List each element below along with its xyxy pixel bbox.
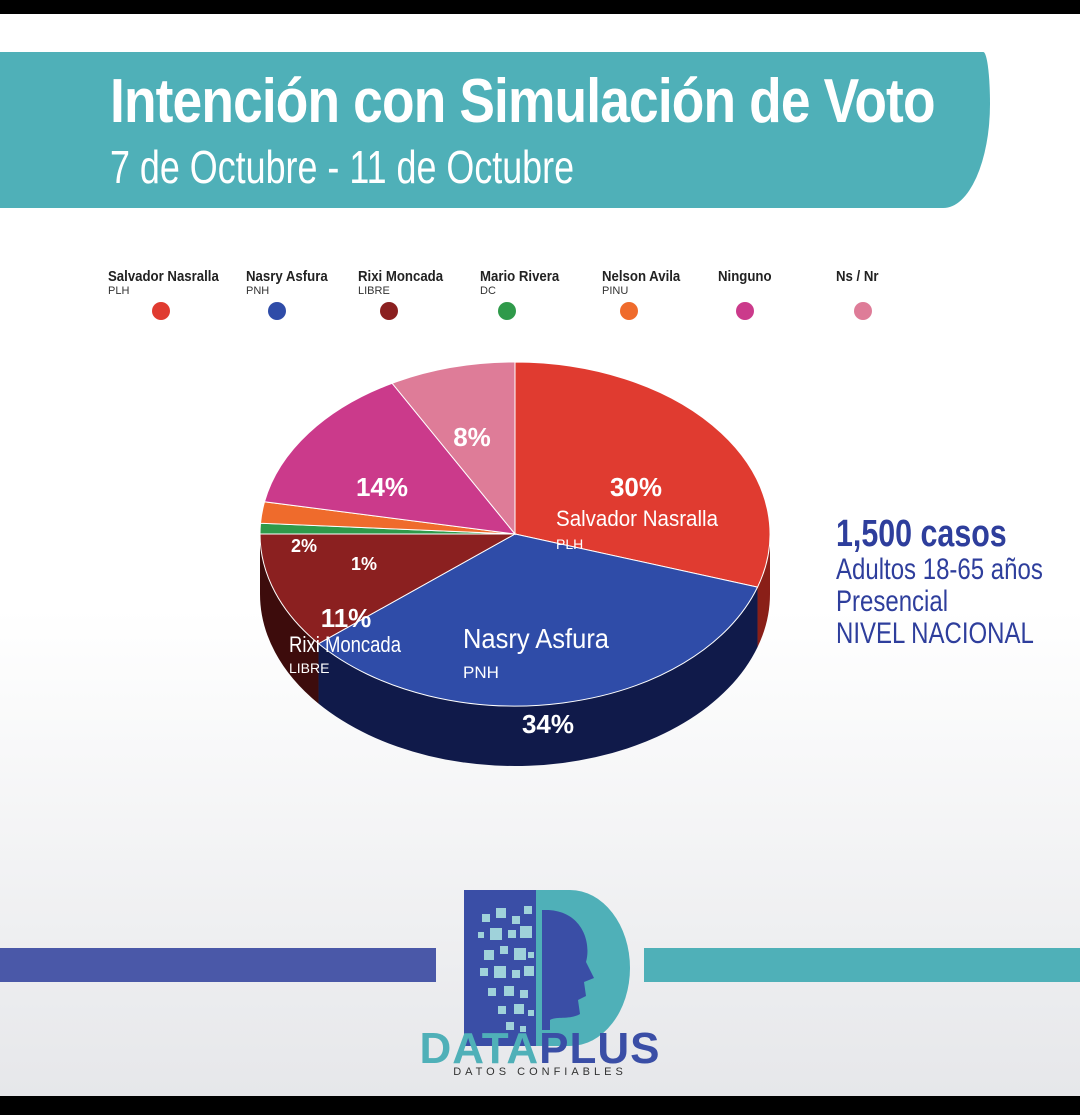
pie-inline-party: LIBRE bbox=[289, 660, 329, 676]
pie-slice-nasry-asfura bbox=[317, 533, 759, 707]
dataplus-logo bbox=[420, 870, 660, 1096]
pie-data-label: 14% bbox=[356, 472, 408, 502]
pie-data-label: 8% bbox=[453, 422, 491, 452]
legend-item: Mario Rivera DC bbox=[480, 268, 610, 320]
logo-tagline: DATOS CONFIABLES bbox=[453, 1066, 627, 1078]
pie-slice-ns-nr bbox=[391, 361, 516, 536]
pie-data-label: 2% bbox=[291, 536, 317, 556]
legend-item: Rixi Moncada LIBRE bbox=[358, 268, 488, 320]
survey-scope: NIVEL NACIONAL bbox=[836, 617, 1034, 650]
date-range: 7 de Octubre - 11 de Octubre bbox=[110, 141, 575, 193]
logo-wordmark-data: DATA bbox=[419, 1024, 540, 1073]
pie-data-label: 30% bbox=[610, 472, 662, 502]
legend-color-dot bbox=[380, 302, 398, 320]
legend-color-dot bbox=[854, 302, 872, 320]
legend-item: Ninguno bbox=[718, 268, 848, 320]
pie-slice-side bbox=[318, 587, 758, 766]
survey-method: Presencial bbox=[836, 585, 949, 618]
legend-color-dot bbox=[498, 302, 516, 320]
legend-color-dot bbox=[268, 302, 286, 320]
pie-inline-party: PNH bbox=[463, 663, 499, 682]
infographic-canvas: Intención con Simulación de Voto 7 de Oc… bbox=[0, 14, 1080, 1096]
legend-party-name: PINU bbox=[602, 285, 629, 297]
pie-inline-candidate: Rixi Moncada bbox=[289, 632, 402, 657]
legend-candidate-name: Mario Rivera bbox=[480, 268, 560, 285]
survey-info: 1,500 casos Adultos 18-65 años Presencia… bbox=[836, 514, 1080, 650]
dataplus-logo-icon bbox=[464, 890, 630, 1046]
legend-color-dot bbox=[152, 302, 170, 320]
legend-party-name: PLH bbox=[108, 285, 130, 297]
pie-data-label: 11% bbox=[321, 603, 372, 633]
legend-color-dot bbox=[620, 302, 638, 320]
pie-inline-party: PLH bbox=[556, 536, 583, 552]
pie-data-label: 1% bbox=[351, 554, 377, 574]
logo-wordmark: DATAPLUS bbox=[0, 1024, 1080, 1074]
legend-candidate-name: Ns / Nr bbox=[836, 268, 879, 285]
title-banner bbox=[0, 52, 990, 208]
logo-wordmark-plus: PLUS bbox=[539, 1024, 661, 1073]
legend-item: Ns / Nr bbox=[836, 268, 966, 320]
legend-candidate-name: Salvador Nasralla bbox=[108, 268, 219, 285]
pie-slice-side bbox=[260, 534, 319, 704]
pie-inline-candidate: Nasry Asfura bbox=[463, 623, 609, 654]
survey-cases: 1,500 casos bbox=[836, 513, 1007, 555]
legend-item: Nelson Avila PINU bbox=[602, 268, 732, 320]
legend-item: Nasry Asfura PNH bbox=[246, 268, 376, 320]
page-title: Intención con Simulación de Voto bbox=[110, 67, 936, 136]
legend-candidate-name: Ninguno bbox=[718, 268, 772, 285]
pie-slice-salvador-nasralla bbox=[514, 361, 771, 588]
legend-candidate-name: Rixi Moncada bbox=[358, 268, 444, 285]
legend-party-name: LIBRE bbox=[358, 285, 390, 297]
survey-population: Adultos 18-65 años bbox=[836, 553, 1043, 586]
pie-inline-candidate: Salvador Nasralla bbox=[556, 506, 719, 531]
legend-party-name: PNH bbox=[246, 285, 270, 297]
footer-bar-right bbox=[644, 948, 1080, 982]
pie-chart: 30% 34% 11% 1% 2% 14% 8% Salvador Nasralla PLH Na… bbox=[259, 361, 771, 766]
pie-slice-rixi-moncada bbox=[259, 533, 517, 645]
legend-color-dot bbox=[736, 302, 754, 320]
footer-bar-left bbox=[0, 948, 436, 982]
pie-slice-ninguno bbox=[263, 382, 517, 535]
legend-party-name: DC bbox=[480, 285, 496, 297]
pie-data-label: 34% bbox=[522, 709, 574, 739]
legend-candidate-name: Nelson Avila bbox=[602, 268, 681, 285]
legend-item: Salvador Nasralla PLH bbox=[108, 268, 238, 320]
legend-candidate-name: Nasry Asfura bbox=[246, 268, 328, 285]
